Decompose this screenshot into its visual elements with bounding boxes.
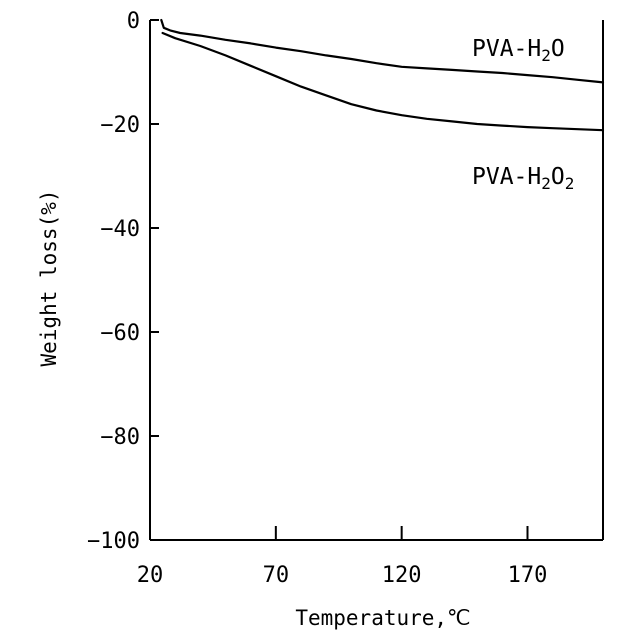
y-ticks: 0 −20 −40 −60 −80 −100 [87,9,159,554]
x-tick-label: 70 [263,563,290,588]
x-ticks: 20 70 120 170 [137,526,548,588]
series-label-pva-h2o: PVA-H2O [472,36,565,65]
x-tick-label: 20 [137,563,164,588]
series-label-pva-h2o2: PVA-H2O2 [472,164,574,193]
y-tick-label: 0 [127,9,140,34]
x-tick-label: 120 [382,563,422,588]
y-axis-title: Weight loss(%) [37,189,61,366]
y-tick-label: −20 [100,113,140,138]
y-tick-label: −100 [87,529,140,554]
y-tick-label: −80 [100,425,140,450]
y-tick-label: −40 [100,217,140,242]
y-tick-label: −60 [100,321,140,346]
x-tick-label: 170 [508,563,548,588]
x-axis-title: Temperature,℃ [295,606,470,630]
plot-frame [150,20,603,540]
